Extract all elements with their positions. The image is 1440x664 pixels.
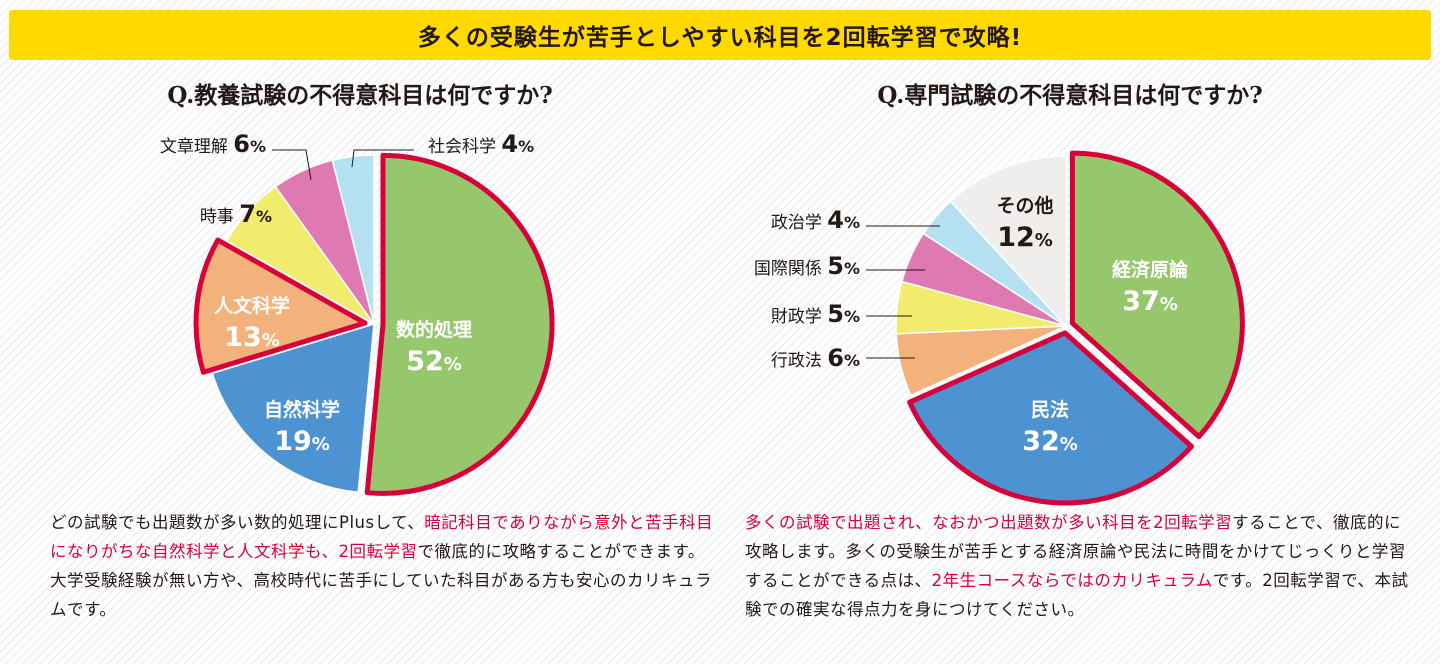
left-text-2: で徹底的に攻略することができます。大学受験経験が無い方や、高校時代に苦手にしてい… — [50, 542, 713, 619]
slice-label-その他: その他 — [996, 194, 1053, 217]
callout-財政学: 財政学 5% — [771, 300, 860, 328]
callout-社会科学: 社会科学 4% — [428, 130, 534, 158]
left-description: どの試験でも出題数が多い数的処理にPlusして、暗記科目でありながら意外と苦手科… — [50, 508, 718, 624]
left-text-1: どの試験でも出題数が多い数的処理にPlusして、 — [50, 513, 425, 532]
slice-経済原論 — [1069, 150, 1245, 440]
slice-自然科学 — [211, 323, 375, 494]
slice-label-経済原論: 経済原論 — [1112, 258, 1189, 281]
leader-line-社会科学 — [351, 149, 414, 168]
right-text-1: することで、徹底的に攻略します。多くの受験生が苦手とする経済原論や民法に時間をか… — [745, 513, 1406, 590]
right-description: 多くの試験で出題され、なおかつ出題数が多い科目を2回転学習することで、徹底的に攻… — [745, 508, 1417, 624]
slice-人文科学 — [193, 237, 368, 375]
right-text-2: です。2回転学習で、本試験での確実な得点力を身につけてください。 — [745, 571, 1409, 619]
right-text-highlight-1: 多くの試験で出題され、なおかつ出題数が多い科目を2回転学習 — [745, 513, 1233, 532]
slice-数的処理 — [364, 152, 555, 496]
right-chart-title: Q.専門試験の不得意科目は何ですか? — [877, 82, 1263, 109]
leader-line-文章理解 — [272, 149, 312, 181]
left-text-highlight: 暗記科目でありながら意外と苦手科目になりがちな自然科学と人文科学も、2回転学習 — [50, 513, 714, 561]
slice-label-数的処理: 数的処理 — [396, 318, 472, 341]
header-banner: 多くの受験生が苦手としやすい科目を2回転学習で攻略! — [9, 10, 1431, 60]
slice-民法 — [907, 330, 1194, 506]
slice-label-自然科学: 自然科学 — [264, 398, 340, 421]
callout-政治学: 政治学 4% — [771, 206, 860, 234]
callout-文章理解: 文章理解 6% — [160, 130, 266, 158]
callout-国際関係: 国際関係 5% — [754, 252, 860, 280]
right-text-highlight-2: 2年生コースならではのカリキュラム — [931, 571, 1213, 590]
left-chart-title: Q.教養試験の不得意科目は何ですか? — [167, 82, 553, 109]
callout-時事: 時事 7% — [200, 200, 272, 228]
slice-その他 — [949, 155, 1067, 327]
slice-label-人文科学: 人文科学 — [214, 294, 290, 317]
callout-行政法: 行政法 6% — [771, 344, 860, 372]
slice-label-民法: 民法 — [1031, 398, 1069, 421]
